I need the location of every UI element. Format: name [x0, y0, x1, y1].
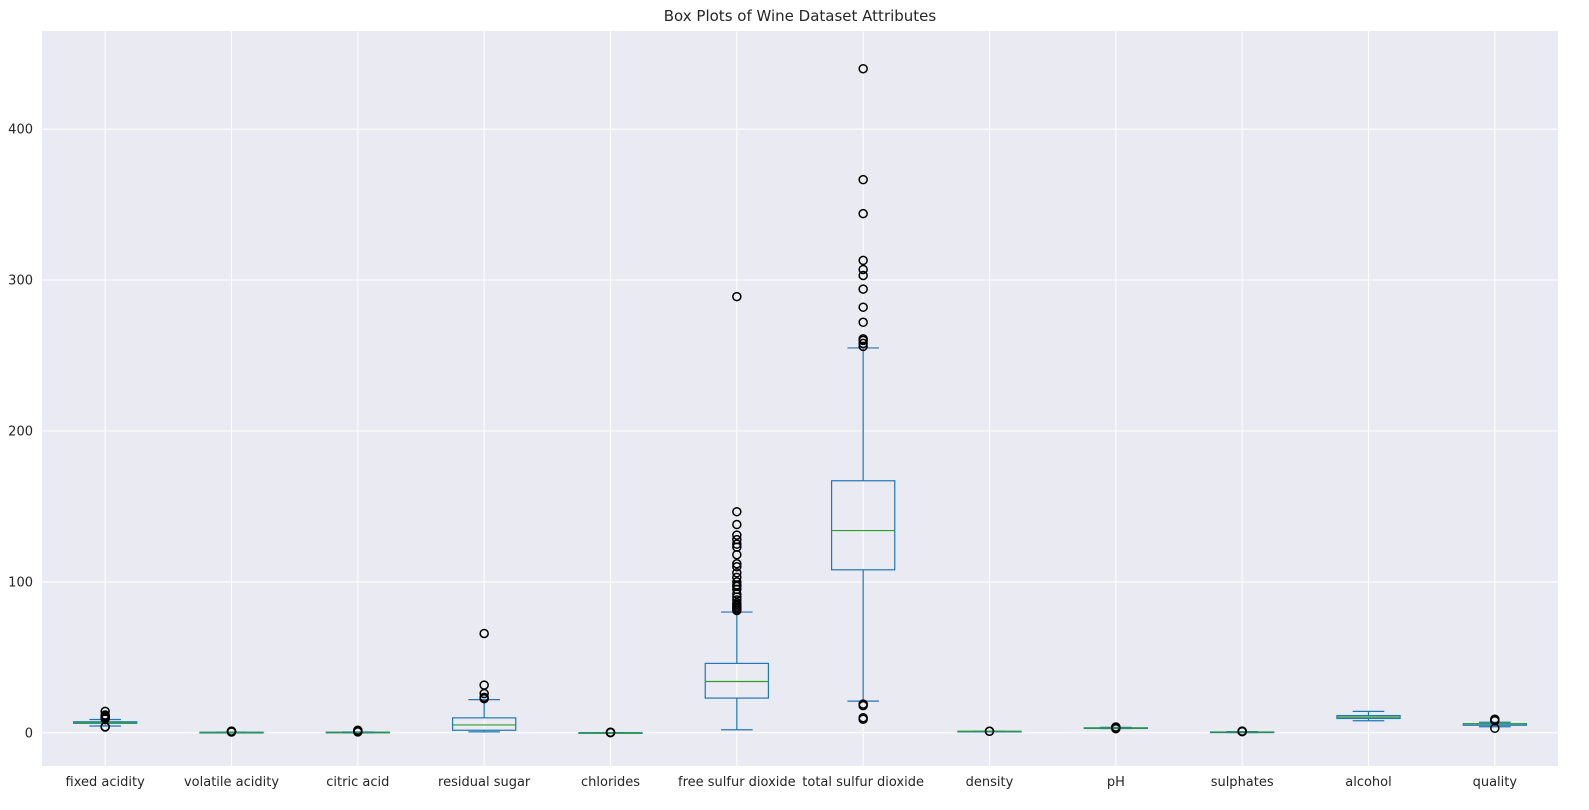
outlier-point: [732, 568, 742, 578]
outlier-point: [732, 506, 742, 517]
box-series: [72, 63, 1528, 738]
x-tick-label: free sulfur dioxide: [678, 775, 796, 790]
box-10: [1336, 710, 1401, 722]
box-0: [72, 706, 138, 732]
outlier-point: [732, 598, 742, 608]
outlier-point: [858, 63, 868, 74]
box-4: [578, 727, 643, 738]
outlier-point: [732, 534, 742, 545]
y-tick-label: 400: [8, 123, 33, 138]
box-2: [325, 725, 391, 737]
outlier-point: [732, 572, 742, 583]
outlier-point: [732, 519, 742, 530]
outlier-point: [732, 559, 742, 569]
outlier-point: [984, 726, 995, 736]
outlier-point: [605, 727, 616, 738]
outlier-point: [1490, 714, 1500, 724]
x-tick-label: volatile acidity: [184, 775, 279, 790]
outlier-point: [858, 334, 868, 344]
outlier-point: [1111, 722, 1121, 732]
x-tick-label: fixed acidity: [66, 775, 146, 790]
outlier-point: [858, 338, 868, 349]
outlier-point: [732, 562, 742, 572]
outlier-point: [479, 680, 489, 690]
outlier-point: [858, 255, 868, 266]
x-tick-label: citric acid: [326, 775, 389, 790]
outlier-point: [858, 284, 868, 294]
x-tick-label: pH: [1107, 775, 1125, 790]
outlier-point: [732, 577, 742, 587]
grid-lines: [42, 31, 1558, 766]
outlier-point: [858, 712, 868, 723]
outlier-point: [858, 699, 868, 709]
outlier-point: [858, 302, 868, 312]
outlier-point: [732, 539, 742, 549]
y-tick-label: 200: [8, 424, 33, 439]
box-5: [704, 291, 770, 731]
box-8: [1083, 722, 1149, 734]
box-7: [957, 726, 1022, 737]
box-11: [1462, 714, 1528, 734]
outlier-point: [858, 264, 868, 275]
outlier-point: [226, 726, 237, 736]
iqr-box: [704, 662, 770, 699]
box-3: [451, 628, 517, 733]
y-tick-label: 100: [8, 575, 33, 590]
outlier-point: [100, 706, 110, 717]
outlier-point: [732, 530, 742, 540]
y-axis-ticks: 0 100 200 300 400: [8, 123, 33, 742]
box-1: [199, 726, 264, 737]
box-9: [1209, 726, 1275, 737]
x-tick-label: residual sugar: [438, 775, 531, 790]
chart-title: Box Plots of Wine Dataset Attributes: [664, 7, 937, 25]
outlier-point: [858, 208, 868, 219]
outlier-point: [100, 710, 110, 720]
x-axis-ticks: fixed acidity volatile acidity citric acid…: [66, 775, 1518, 790]
outlier-point: [353, 725, 363, 736]
plot-area: [42, 31, 1558, 766]
iqr-box: [451, 717, 517, 731]
box-6: [830, 63, 896, 724]
y-tick-label: 0: [25, 726, 33, 741]
x-tick-label: alcohol: [1345, 775, 1391, 790]
x-tick-label: total sulfur dioxide: [802, 775, 924, 790]
outlier-point: [1237, 726, 1247, 736]
outlier-point: [858, 317, 868, 328]
x-tick-label: chlorides: [581, 775, 640, 790]
x-tick-label: quality: [1473, 775, 1518, 790]
outlier-point: [479, 692, 489, 703]
outlier-point: [858, 270, 868, 281]
outlier-point: [858, 174, 868, 185]
y-tick-label: 300: [8, 274, 33, 289]
iqr-box: [830, 480, 896, 571]
outlier-point: [732, 291, 742, 302]
x-tick-label: density: [966, 775, 1014, 790]
x-tick-label: sulphates: [1211, 775, 1274, 790]
outlier-point: [479, 628, 489, 639]
outlier-point: [732, 595, 742, 605]
